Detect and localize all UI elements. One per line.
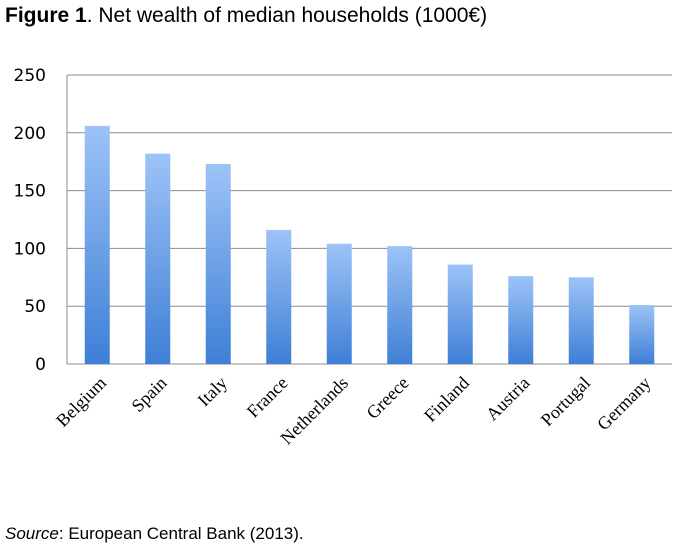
y-tick-label: 100 <box>14 239 46 259</box>
bar-spain <box>145 153 171 364</box>
bar-belgium <box>84 125 110 364</box>
source-label: Source <box>5 524 59 543</box>
bar-netherlands <box>326 243 352 364</box>
x-tick-label: Italy <box>194 373 231 410</box>
y-tick-label: 50 <box>24 297 46 317</box>
bar-greece <box>387 246 413 364</box>
bar-germany <box>629 305 655 364</box>
figure-title: Figure 1. Net wealth of median household… <box>5 4 487 28</box>
y-axis: 0 50 100 150 200 250 <box>14 66 46 375</box>
x-tick-label: Austria <box>482 373 534 425</box>
bar-italy <box>205 164 231 364</box>
y-tick-label: 0 <box>35 355 46 375</box>
bar-france <box>266 229 292 364</box>
bar-portugal <box>568 277 594 364</box>
x-tick-label: France <box>243 373 292 422</box>
x-tick-label: Portugal <box>537 373 594 430</box>
bar-finland <box>447 264 473 364</box>
x-tick-label: Germany <box>593 373 655 435</box>
figure-title-text: . Net wealth of median households (1000€… <box>86 4 488 27</box>
y-tick-label: 250 <box>14 66 46 86</box>
x-tick-label: Finland <box>420 373 473 426</box>
x-tick-label: Spain <box>127 373 170 416</box>
y-tick-label: 150 <box>14 182 46 202</box>
figure-label: Figure 1 <box>5 4 87 27</box>
source-text: : European Central Bank (2013). <box>58 524 304 543</box>
x-tick-label: Belgium <box>52 373 110 431</box>
source-note: Source: European Central Bank (2013). <box>5 524 304 544</box>
y-tick-label: 200 <box>14 124 46 144</box>
bars <box>84 125 655 364</box>
x-tick-label: Greece <box>362 373 412 423</box>
bar-austria <box>508 276 534 364</box>
